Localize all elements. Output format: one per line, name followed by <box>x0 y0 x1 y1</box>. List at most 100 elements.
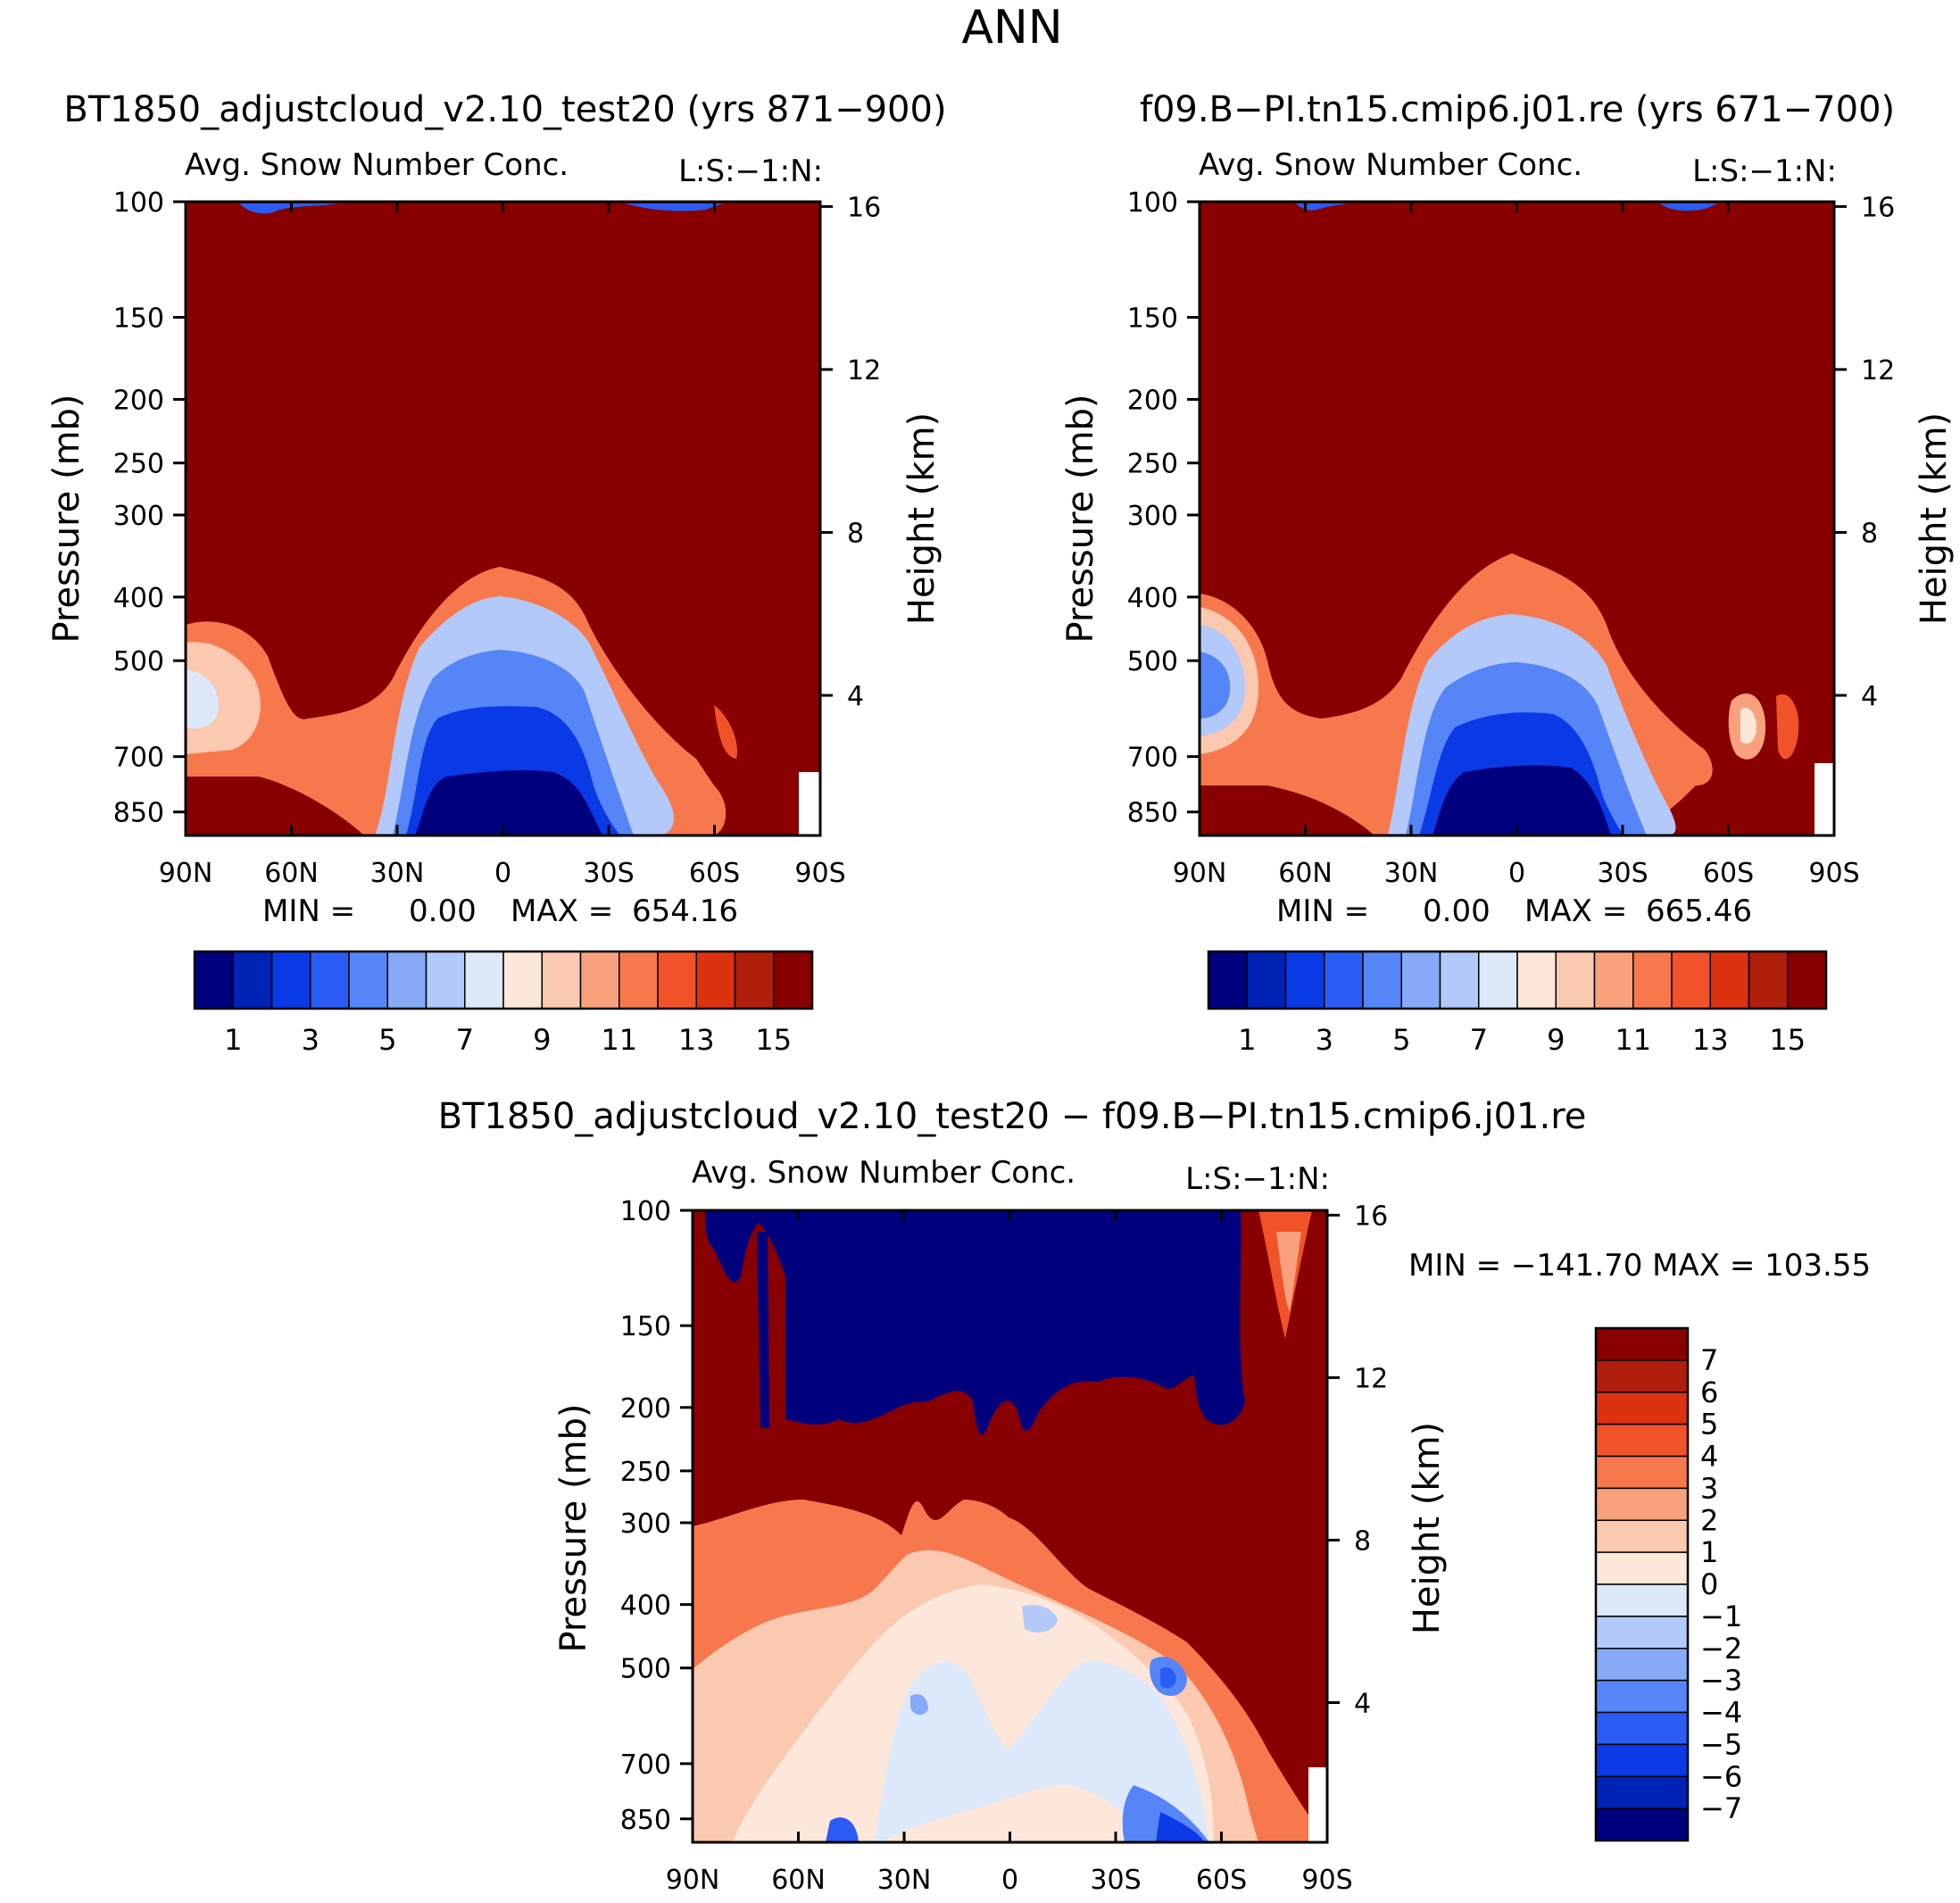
pressure-tick-label: 500 <box>113 646 164 677</box>
colorbar-frame <box>1594 1326 1690 1842</box>
colorbar-box <box>1595 1583 1689 1617</box>
colorbar-box <box>619 951 659 1010</box>
max-value: 665.46 <box>1646 893 1752 929</box>
colorbar-box <box>386 951 428 1010</box>
pressure-tick-label: 700 <box>113 743 164 774</box>
lat-axis: 90N 60N 30N 0 30S 60S 90S <box>1173 202 1860 889</box>
pressure-tick-label: 850 <box>113 798 164 829</box>
colorbar-label: 5 <box>378 1023 396 1057</box>
lat-tick-label: 30S <box>1090 1865 1141 1896</box>
colorbar-label: 3 <box>1700 1471 1718 1505</box>
pressure-tick-label: 200 <box>620 1393 671 1425</box>
colorbar-label: −6 <box>1700 1759 1742 1793</box>
colorbar-label: 7 <box>1470 1023 1488 1057</box>
colorbar-frame <box>193 950 814 1010</box>
colorbar-box <box>1324 951 1364 1010</box>
colorbar-box <box>1595 1743 1689 1777</box>
lat-tick-label: 60S <box>689 858 740 889</box>
pressure-tick-label: 200 <box>1127 385 1178 416</box>
y2-axis-label: Height (km) <box>901 412 943 625</box>
variable-label: Avg. Snow Number Conc. <box>185 147 569 183</box>
y2-axis-label: Height (km) <box>1914 412 1955 625</box>
colorbar-box <box>1595 1616 1689 1650</box>
min-max-label: MIN = −141.70 MAX = 103.55 <box>1408 1248 1871 1284</box>
panel-top-left: BT1850_adjustcloud_v2.10_test20 (yrs 871… <box>46 89 947 1057</box>
height-tick-label: 4 <box>847 681 864 712</box>
colorbar-label: 2 <box>1700 1503 1718 1537</box>
colorbar-box <box>1362 951 1402 1010</box>
colorbar-box <box>773 951 813 1010</box>
panel-title: f09.B−PI.tn15.cmip6.j01.re (yrs 671−700) <box>1140 89 1895 130</box>
colorbar-label: 11 <box>601 1023 637 1057</box>
colorbar-box <box>734 951 775 1010</box>
colorbar-box <box>1748 951 1789 1010</box>
pressure-axis: 100 150 200 250 300 400 500 700 850 <box>113 187 186 829</box>
colorbar-label: 3 <box>1316 1023 1333 1057</box>
lat-tick-label: 0 <box>1508 858 1525 889</box>
colorbar-box <box>695 951 736 1010</box>
pressure-tick-label: 100 <box>113 187 164 219</box>
pressure-tick-label: 500 <box>1127 646 1178 677</box>
colorbar-box <box>1595 1648 1689 1682</box>
height-tick-label: 16 <box>1354 1201 1388 1232</box>
colorbar-label: −3 <box>1700 1664 1742 1698</box>
y-axis-label: Pressure (mb) <box>1060 394 1101 643</box>
colorbar-box <box>348 951 388 1010</box>
pressure-tick-label: 150 <box>113 303 164 335</box>
height-tick-label: 16 <box>1861 192 1895 223</box>
colorbar-label: 1 <box>1700 1535 1718 1569</box>
colorbar-label: 0 <box>1700 1567 1718 1601</box>
height-tick-label: 8 <box>847 518 864 549</box>
pressure-tick-label: 200 <box>113 385 164 416</box>
lat-tick-label: 90S <box>1808 858 1859 889</box>
colorbar-box <box>270 951 311 1010</box>
colorbar-box <box>1595 1679 1689 1714</box>
pressure-axis: 100 150 200 250 300 400 500 700 850 <box>620 1196 693 1836</box>
pressure-tick-label: 850 <box>620 1805 671 1836</box>
contour-field <box>1200 202 1834 835</box>
pressure-tick-label: 700 <box>620 1749 671 1781</box>
variable-label: Avg. Snow Number Conc. <box>692 1155 1076 1191</box>
height-tick-label: 8 <box>1861 518 1878 549</box>
height-tick-label: 4 <box>1354 1688 1371 1719</box>
colorbar-box <box>425 951 466 1010</box>
pressure-tick-label: 250 <box>1127 449 1178 480</box>
colorbar-box <box>502 951 543 1010</box>
lat-axis: 90N 60N 30N 0 30S 60S 90S <box>159 202 846 889</box>
attrs-label: L:S:−1:N: <box>1692 154 1837 189</box>
pressure-tick-label: 300 <box>1127 501 1178 532</box>
colorbar-box <box>1787 951 1827 1010</box>
attrs-label: L:S:−1:N: <box>1185 1161 1330 1197</box>
colorbar-label: 5 <box>1700 1408 1718 1442</box>
pressure-tick-label: 300 <box>620 1508 671 1540</box>
pressure-tick-label: 400 <box>1127 583 1178 614</box>
lat-tick-label: 30N <box>370 858 425 889</box>
colorbar-label: 15 <box>755 1023 792 1057</box>
pressure-tick-label: 400 <box>113 583 164 614</box>
colorbar-label: 11 <box>1615 1023 1651 1057</box>
colorbar-box <box>1709 951 1750 1010</box>
colorbar-label: 13 <box>678 1023 715 1057</box>
colorbar-label: 13 <box>1692 1023 1729 1057</box>
colorbar-label: 6 <box>1700 1375 1718 1409</box>
colorbar-label: 3 <box>302 1023 320 1057</box>
lat-tick-label: 90S <box>1301 1865 1352 1896</box>
colorbar-box <box>1595 1519 1689 1553</box>
colorbar-label: 5 <box>1392 1023 1410 1057</box>
colorbar-box <box>579 951 620 1010</box>
colorbar-label: −4 <box>1700 1696 1742 1730</box>
colorbar-box <box>1516 951 1557 1010</box>
colorbar-label: 1 <box>224 1023 242 1057</box>
colorbar-box <box>1246 951 1287 1010</box>
colorbar-box <box>1595 1775 1689 1809</box>
colorbar-box <box>310 951 350 1010</box>
colorbar-box <box>464 951 504 1010</box>
lat-tick-label: 60N <box>264 858 319 889</box>
height-tick-label: 12 <box>1354 1363 1388 1394</box>
panel-difference: BT1850_adjustcloud_v2.10_test20 − f09.B−… <box>438 1096 1872 1896</box>
colorbar-box <box>1208 951 1248 1010</box>
height-tick-label: 4 <box>1861 681 1878 712</box>
colorbar-box <box>1595 1551 1689 1585</box>
colorbar-box <box>1478 951 1518 1010</box>
